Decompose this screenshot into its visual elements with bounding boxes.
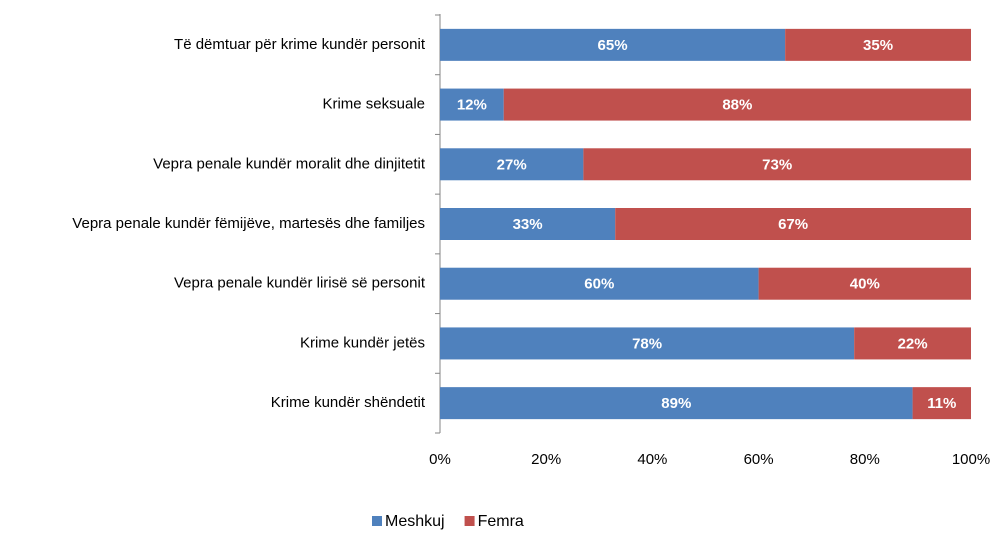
bar-segment <box>615 208 971 240</box>
legend-swatch <box>372 516 382 526</box>
value-label: 78% <box>632 335 662 352</box>
bar-segment <box>440 267 759 300</box>
bar-segment <box>440 28 786 61</box>
y-tick-label: Vepra penale kundër lirisë së personit <box>174 275 426 292</box>
value-label: 22% <box>898 335 928 352</box>
bar-segment <box>440 387 913 420</box>
bar-segment <box>854 327 971 360</box>
bar-segment <box>912 387 971 420</box>
value-label: 35% <box>863 37 893 54</box>
x-tick-label: 20% <box>531 451 561 468</box>
y-tick-label: Krime seksuale <box>322 96 425 113</box>
x-tick-label: 60% <box>744 451 774 468</box>
bar-segment <box>583 148 971 181</box>
value-label: 33% <box>513 216 543 233</box>
x-tick-label: 100% <box>952 451 990 468</box>
y-tick-label: Krime kundër shëndetit <box>271 394 426 411</box>
bar-segment <box>503 88 971 121</box>
legend-swatch <box>464 516 475 526</box>
y-tick-label: Të dëmtuar për krime kundër personit <box>174 36 426 53</box>
bar-segment <box>758 267 971 300</box>
legend-label: Meshkuj <box>385 513 445 530</box>
y-tick-label: Vepra penale kundër moralit dhe dinjitet… <box>153 155 426 172</box>
bar-segment <box>785 28 971 61</box>
value-label: 40% <box>850 276 880 293</box>
value-label: 88% <box>722 97 752 114</box>
bar-segment <box>440 88 504 121</box>
value-label: 60% <box>584 276 614 293</box>
bar-segment <box>440 208 616 240</box>
value-label: 27% <box>497 156 527 173</box>
value-label: 11% <box>927 395 956 412</box>
value-label: 89% <box>661 395 691 412</box>
value-label: 65% <box>598 37 628 54</box>
bar-segment <box>440 148 584 181</box>
x-tick-label: 80% <box>850 451 880 468</box>
value-label: 73% <box>762 156 792 173</box>
legend-label: Femra <box>478 513 524 530</box>
x-tick-label: 40% <box>637 451 667 468</box>
value-label: 67% <box>778 216 808 233</box>
x-tick-label: 0% <box>429 451 451 468</box>
y-tick-label: Krime kundër jetës <box>300 334 425 351</box>
y-tick-label: Vepra penale kundër fëmijëve, martesës d… <box>72 215 425 232</box>
value-label: 12% <box>457 97 487 114</box>
bar-segment <box>440 327 855 360</box>
